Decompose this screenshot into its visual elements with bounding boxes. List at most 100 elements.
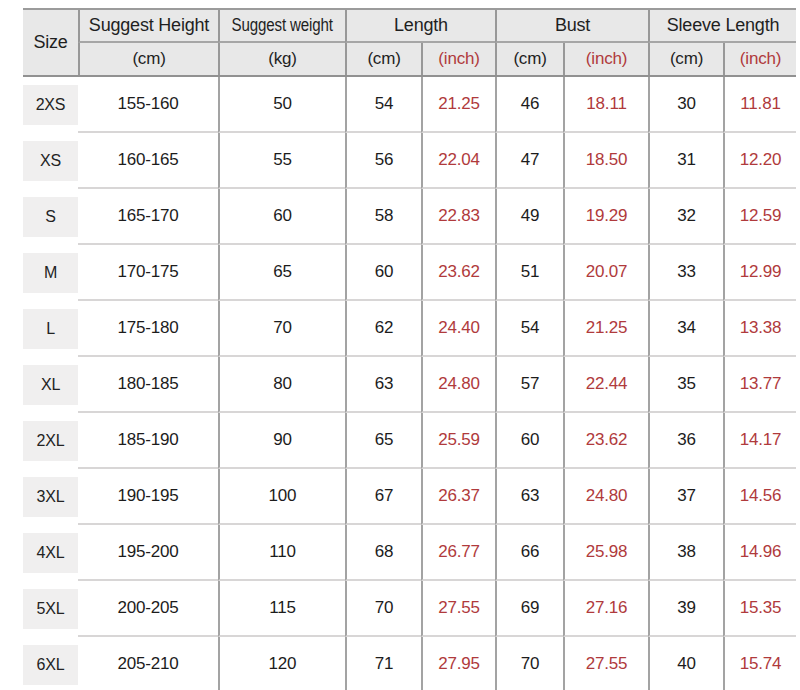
col-header-sleeve-length: Sleeve Length	[648, 10, 796, 43]
sleeve-cm-cell: 33	[648, 245, 723, 301]
sleeve-inch-cell: 14.56	[723, 469, 796, 525]
sleeve-inch-cell: 12.20	[723, 133, 796, 189]
bust-cm-cell: 47	[495, 133, 563, 189]
size-cell: XL	[23, 357, 78, 413]
sleeve-cm-cell: 35	[648, 357, 723, 413]
weight-cell: 70	[218, 301, 345, 357]
height-cell: 155-160	[78, 77, 218, 133]
length-inch-cell: 22.04	[421, 133, 495, 189]
length-cm-cell: 68	[345, 525, 421, 581]
height-cell: 200-205	[78, 581, 218, 637]
sleeve-inch-cell: 15.74	[723, 637, 796, 690]
height-cell: 180-185	[78, 357, 218, 413]
length-inch-cell: 23.62	[421, 245, 495, 301]
length-inch-cell: 27.95	[421, 637, 495, 690]
size-cell: 2XL	[23, 413, 78, 469]
weight-cell: 90	[218, 413, 345, 469]
length-cm-cell: 60	[345, 245, 421, 301]
sleeve-cm-cell: 37	[648, 469, 723, 525]
sleeve-cm-cell: 30	[648, 77, 723, 133]
weight-cell: 60	[218, 189, 345, 245]
table-row: 2XL 185-190 90 65 25.59 60 23.62 36 14.1…	[23, 413, 796, 469]
sleeve-cm-cell: 31	[648, 133, 723, 189]
table-row: 2XS 155-160 50 54 21.25 46 18.11 30 11.8…	[23, 77, 796, 133]
length-cm-cell: 71	[345, 637, 421, 690]
sleeve-cm-cell: 40	[648, 637, 723, 690]
size-label: 2XL	[23, 421, 78, 461]
size-cell: L	[23, 301, 78, 357]
bust-inch-cell: 19.29	[563, 189, 648, 245]
bust-cm-cell: 69	[495, 581, 563, 637]
length-inch-cell: 24.80	[421, 357, 495, 413]
height-cell: 190-195	[78, 469, 218, 525]
sleeve-cm-cell: 34	[648, 301, 723, 357]
length-inch-cell: 26.77	[421, 525, 495, 581]
length-inch-cell: 24.40	[421, 301, 495, 357]
weight-cell: 80	[218, 357, 345, 413]
bust-inch-cell: 24.80	[563, 469, 648, 525]
sleeve-cm-cell: 39	[648, 581, 723, 637]
table-row: 3XL 190-195 100 67 26.37 63 24.80 37 14.…	[23, 469, 796, 525]
subheader-sleeve-inch: (inch)	[723, 43, 796, 75]
size-cell: S	[23, 189, 78, 245]
table-row: 4XL 195-200 110 68 26.77 66 25.98 38 14.…	[23, 525, 796, 581]
weight-cell: 50	[218, 77, 345, 133]
col-header-bust: Bust	[495, 10, 648, 43]
weight-cell: 100	[218, 469, 345, 525]
bust-inch-cell: 18.50	[563, 133, 648, 189]
table-row: XL 180-185 80 63 24.80 57 22.44 35 13.77	[23, 357, 796, 413]
subheader-bust-inch: (inch)	[563, 43, 648, 75]
size-label: 4XL	[23, 533, 78, 573]
height-cell: 195-200	[78, 525, 218, 581]
length-inch-cell: 26.37	[421, 469, 495, 525]
length-inch-cell: 25.59	[421, 413, 495, 469]
weight-cell: 110	[218, 525, 345, 581]
bust-cm-cell: 63	[495, 469, 563, 525]
table-row: XS 160-165 55 56 22.04 47 18.50 31 12.20	[23, 133, 796, 189]
bust-inch-cell: 22.44	[563, 357, 648, 413]
size-cell: M	[23, 245, 78, 301]
length-cm-cell: 58	[345, 189, 421, 245]
height-cell: 160-165	[78, 133, 218, 189]
col-header-size: Size	[23, 10, 78, 75]
size-label: 3XL	[23, 477, 78, 517]
bust-cm-cell: 51	[495, 245, 563, 301]
sleeve-inch-cell: 15.35	[723, 581, 796, 637]
bust-cm-cell: 46	[495, 77, 563, 133]
table-row: L 175-180 70 62 24.40 54 21.25 34 13.38	[23, 301, 796, 357]
sleeve-inch-cell: 11.81	[723, 77, 796, 133]
subheader-length-inch: (inch)	[421, 43, 495, 75]
bust-cm-cell: 60	[495, 413, 563, 469]
subheader-weight-kg: (kg)	[218, 43, 345, 75]
bust-inch-cell: 25.98	[563, 525, 648, 581]
sleeve-cm-cell: 32	[648, 189, 723, 245]
weight-cell: 120	[218, 637, 345, 690]
length-cm-cell: 65	[345, 413, 421, 469]
sleeve-inch-cell: 13.38	[723, 301, 796, 357]
subheader-bust-cm: (cm)	[495, 43, 563, 75]
length-cm-cell: 63	[345, 357, 421, 413]
table-row: 5XL 200-205 115 70 27.55 69 27.16 39 15.…	[23, 581, 796, 637]
size-label: 2XS	[23, 85, 78, 125]
size-label: S	[23, 197, 78, 237]
table-row: M 170-175 65 60 23.62 51 20.07 33 12.99	[23, 245, 796, 301]
sleeve-inch-cell: 13.77	[723, 357, 796, 413]
table-row: 6XL 205-210 120 71 27.95 70 27.55 40 15.…	[23, 637, 796, 690]
weight-cell: 55	[218, 133, 345, 189]
height-cell: 175-180	[78, 301, 218, 357]
size-cell: 5XL	[23, 581, 78, 637]
size-cell: 4XL	[23, 525, 78, 581]
sleeve-inch-cell: 14.17	[723, 413, 796, 469]
col-header-length: Length	[345, 10, 495, 43]
sleeve-cm-cell: 38	[648, 525, 723, 581]
sleeve-inch-cell: 12.59	[723, 189, 796, 245]
length-cm-cell: 62	[345, 301, 421, 357]
weight-cell: 65	[218, 245, 345, 301]
col-header-suggest-height: Suggest Height	[78, 10, 218, 43]
size-chart-table: Size Suggest Height Suggest weight Lengt…	[23, 8, 796, 690]
length-cm-cell: 67	[345, 469, 421, 525]
height-cell: 185-190	[78, 413, 218, 469]
size-chart-page: Size Suggest Height Suggest weight Lengt…	[0, 0, 800, 690]
bust-inch-cell: 18.11	[563, 77, 648, 133]
length-inch-cell: 21.25	[421, 77, 495, 133]
